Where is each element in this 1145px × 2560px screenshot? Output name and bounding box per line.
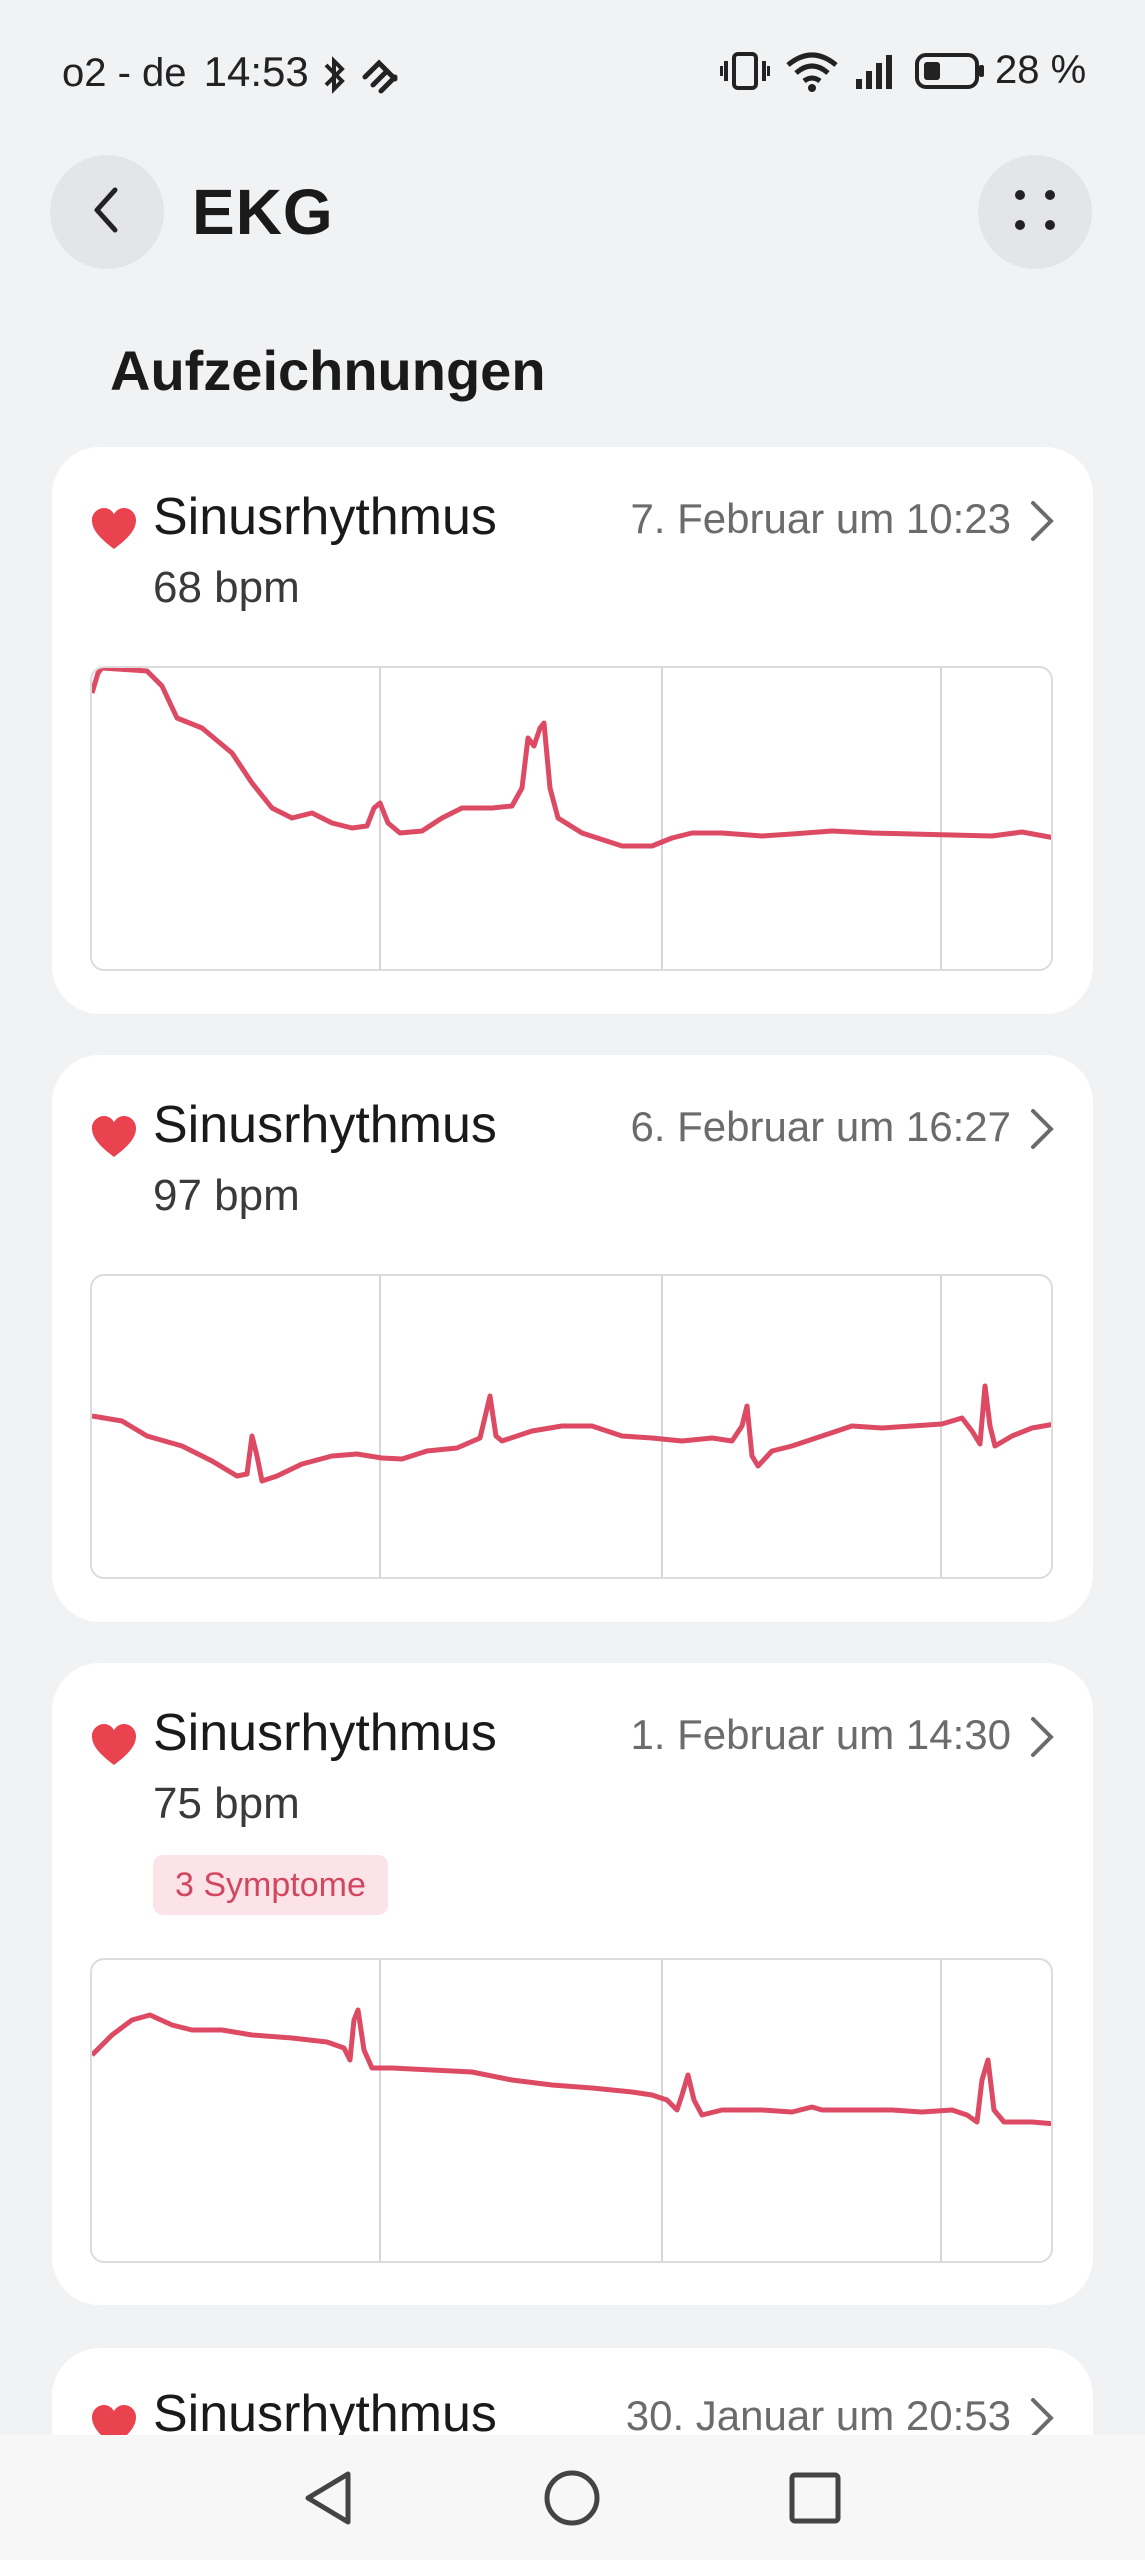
recording-date: 6. Februar um 16:27 <box>630 1103 1011 1150</box>
bluetooth-icon <box>320 55 350 95</box>
ecg-chart <box>90 1958 1053 2263</box>
chevron-left-icon <box>87 182 127 243</box>
chevron-right-icon <box>1027 2396 1057 2440</box>
more-options-button[interactable] <box>978 155 1092 269</box>
clock: 14:53 <box>203 48 309 95</box>
back-button[interactable] <box>50 155 164 269</box>
wifi-icon <box>784 49 840 98</box>
vibrate-icon <box>719 51 771 96</box>
ecg-chart <box>90 1274 1053 1579</box>
system-navigation-bar <box>0 2435 1145 2560</box>
recording-card[interactable]: Sinusrhythmus 1. Februar um 14:30 75 bpm… <box>52 1663 1093 2305</box>
signal-icon <box>854 51 900 96</box>
ecg-trace <box>92 1383 1051 1484</box>
status-left: o2 - de 14:53 <box>62 48 401 96</box>
chevron-right-icon <box>1027 1715 1057 1759</box>
rhythm-label: Sinusrhythmus <box>153 488 497 546</box>
heart-rate-value: 97 bpm <box>153 1171 300 1220</box>
nav-recents-button[interactable] <box>780 2465 850 2535</box>
status-bar: o2 - de 14:53 28 % <box>0 0 1145 145</box>
chevron-right-icon <box>1027 1107 1057 1151</box>
page-title: EKG <box>192 176 334 248</box>
heart-rate-value: 68 bpm <box>153 563 300 612</box>
ecg-chart <box>90 666 1053 971</box>
nav-back-button[interactable] <box>293 2465 363 2535</box>
rhythm-label: Sinusrhythmus <box>153 1096 497 1154</box>
rhythm-label: Sinusrhythmus <box>153 2385 497 2443</box>
recording-date: 7. Februar um 10:23 <box>630 495 1011 542</box>
rhythm-label: Sinusrhythmus <box>153 1704 497 1762</box>
recording-date: 1. Februar um 14:30 <box>630 1711 1011 1758</box>
ecg-trace <box>92 668 1051 849</box>
battery-percent: 28 % <box>995 48 1087 92</box>
more-dots-icon <box>1010 185 1060 240</box>
recording-date: 30. Januar um 20:53 <box>625 2392 1011 2439</box>
circle-home-icon <box>542 2468 602 2533</box>
recording-card[interactable]: Sinusrhythmus 7. Februar um 10:23 68 bpm <box>52 447 1093 1014</box>
app-notification-icon <box>361 55 401 95</box>
recording-card[interactable]: Sinusrhythmus 6. Februar um 16:27 97 bpm <box>52 1055 1093 1622</box>
symptoms-badge[interactable]: 3 Symptome <box>153 1855 388 1915</box>
nav-home-button[interactable] <box>537 2465 607 2535</box>
triangle-back-icon <box>300 2468 356 2533</box>
app-header: EKG <box>0 155 1145 275</box>
ecg-trace <box>92 2007 1051 2127</box>
heart-icon <box>90 507 138 551</box>
carrier-label: o2 - de <box>62 51 187 95</box>
status-icons <box>719 48 986 98</box>
heart-icon <box>90 1723 138 1767</box>
section-title: Aufzeichnungen <box>110 339 546 402</box>
square-recents-icon <box>787 2470 843 2531</box>
heart-icon <box>90 1115 138 1159</box>
battery-icon <box>914 51 986 96</box>
heart-rate-value: 75 bpm <box>153 1779 300 1828</box>
chevron-right-icon <box>1027 499 1057 543</box>
